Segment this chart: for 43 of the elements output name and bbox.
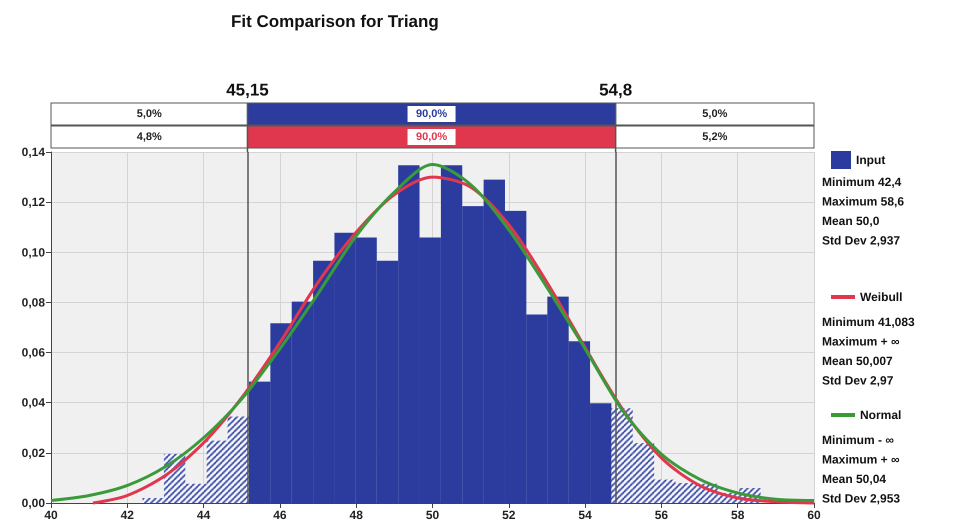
x-tick-label: 54	[578, 508, 592, 522]
text: Std Dev 2,97	[822, 374, 894, 388]
x-tick-label: 40	[44, 508, 58, 522]
text: 5,2%	[702, 131, 728, 143]
text: Maximum + ∞	[822, 452, 900, 466]
text: Minimum - ∞	[822, 433, 894, 447]
text: Minimum 41,083	[822, 315, 916, 329]
y-tick-label: 0,06	[22, 346, 46, 360]
text: Maximum 58,6	[822, 194, 904, 208]
x-tick-label: 46	[273, 508, 287, 522]
text: Std Dev 2,953	[822, 492, 900, 506]
text: 90,0%	[416, 108, 448, 120]
y-tick-label: 0,14	[22, 145, 46, 159]
text: Std Dev 2,937	[822, 234, 900, 248]
text: Mean 50,007	[822, 354, 894, 368]
x-tick-label: 60	[807, 508, 821, 522]
y-tick-label: 0,08	[22, 295, 46, 310]
y-tick-label: 0,12	[22, 195, 46, 210]
legend-label: Input	[856, 153, 886, 167]
legend-label: Weibull	[860, 290, 902, 304]
y-tick-label: 0,04	[22, 396, 46, 410]
x-tick-label: 56	[654, 508, 668, 522]
x-tick-label: 44	[196, 508, 211, 522]
text: 5,0%	[136, 108, 162, 120]
x-tick-label: 42	[120, 508, 134, 522]
x-tick-label: 48	[350, 508, 364, 522]
text: Minimum 42,4	[822, 175, 902, 189]
y-tick-label: 0,10	[22, 245, 46, 260]
text: 90,0%	[416, 131, 448, 143]
y-tick-label: 0,02	[22, 446, 46, 460]
x-tick-label: 58	[731, 508, 745, 522]
text: 4,8%	[136, 131, 162, 143]
text: Mean 50,04	[822, 472, 886, 486]
x-tick-label: 50	[426, 508, 440, 522]
x-tick-label: 52	[502, 508, 516, 522]
ref-line-label: 54,8	[599, 80, 632, 100]
text: Maximum + ∞	[822, 334, 900, 348]
text: 5,0%	[702, 108, 728, 120]
y-tick-label: 0,00	[22, 496, 46, 510]
chart-title: Fit Comparison for Triang	[231, 12, 439, 31]
legend-label: Normal	[860, 408, 902, 422]
text: Mean 50,0	[822, 214, 880, 228]
ref-line-label: 45,15	[226, 80, 269, 100]
